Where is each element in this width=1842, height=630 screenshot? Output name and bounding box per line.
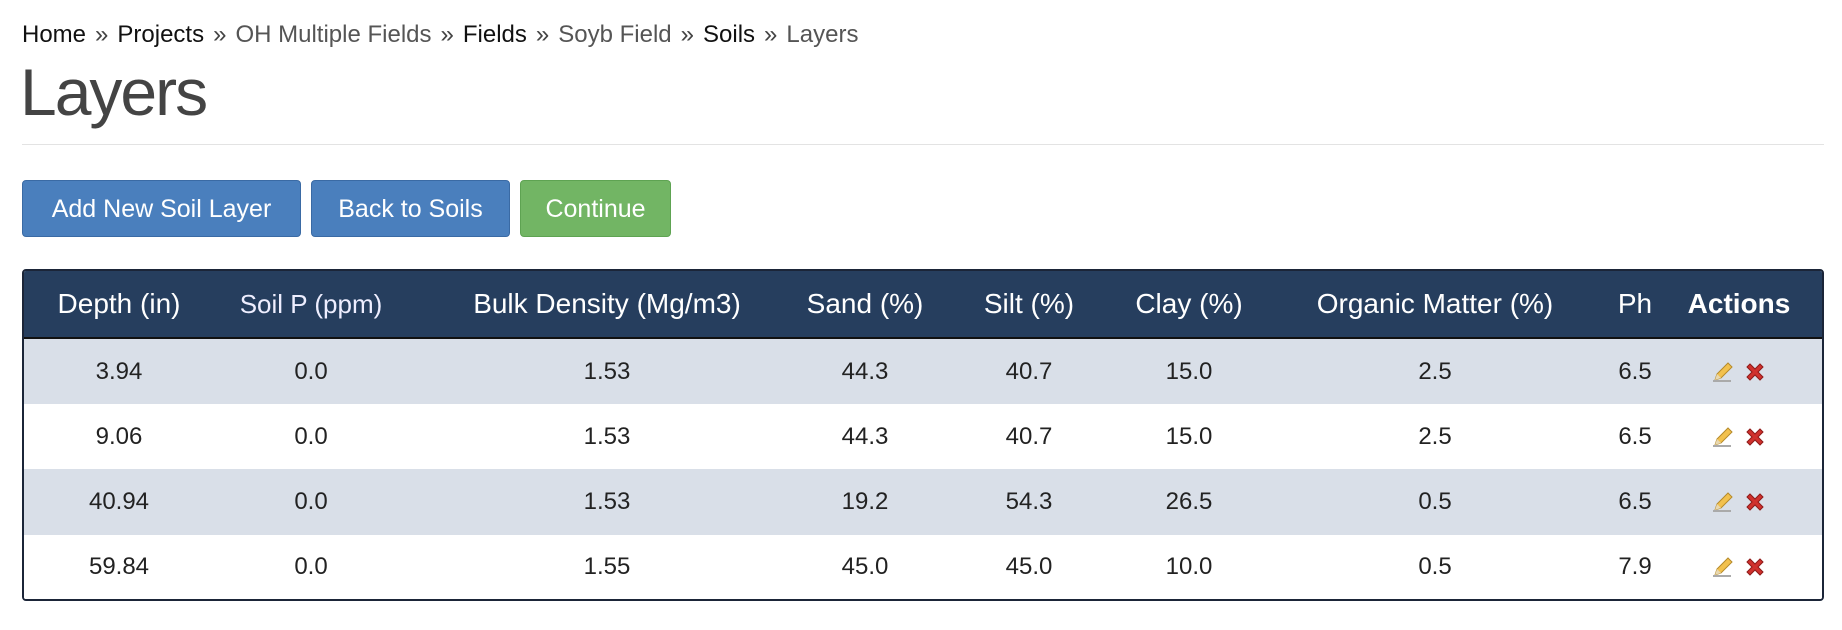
table-cell: 59.84 [88, 553, 150, 580]
column-header: Sand (%) [806, 288, 924, 319]
table-cell: 6.5 [1618, 422, 1652, 450]
row-actions [1674, 404, 1804, 469]
table-row: 9.06 0.0 1.53 44.3 40.7 15.0 2.5 6.5 [24, 404, 1822, 469]
table-cell: 26.5 [1165, 488, 1213, 515]
column-header: Organic Matter (%) [1316, 288, 1554, 319]
breadcrumb-separator: » [213, 21, 227, 48]
table-cell: 0.0 [294, 422, 328, 450]
breadcrumb-separator: » [440, 21, 454, 48]
table-cell: 6.5 [1618, 488, 1652, 515]
delete-icon[interactable] [1743, 555, 1767, 579]
column-header: Ph [1617, 288, 1653, 319]
table-cell: 1.55 [583, 553, 631, 580]
table-cell: 0.0 [294, 553, 328, 580]
table-cell: 1.53 [583, 488, 631, 515]
table-cell: 15.0 [1165, 422, 1213, 450]
breadcrumb-item: Soyb Field [558, 21, 672, 48]
table-cell: 0.5 [1418, 488, 1452, 515]
layers-table: Depth (in) Soil P (ppm) Bulk Density (Mg/m… [22, 269, 1824, 601]
breadcrumb-item[interactable]: Home [22, 21, 87, 48]
breadcrumb-item[interactable]: Fields [462, 21, 527, 48]
table-cell: 3.94 [95, 357, 143, 385]
breadcrumb: Home » Projects » OH Multiple Fields » Fields »… [22, 20, 858, 50]
row-actions [1674, 339, 1804, 404]
breadcrumb-item[interactable]: Soils [703, 21, 756, 48]
table-cell: 2.5 [1418, 357, 1452, 385]
table-cell: 44.3 [841, 422, 889, 450]
table-cell: 6.5 [1618, 357, 1652, 385]
column-header: Clay (%) [1135, 288, 1243, 319]
row-actions [1674, 535, 1804, 599]
table-cell: 2.5 [1418, 422, 1452, 450]
row-actions [1674, 469, 1804, 535]
edit-icon[interactable] [1711, 360, 1735, 384]
table-cell: 0.5 [1418, 553, 1452, 580]
delete-icon[interactable] [1743, 425, 1767, 449]
button[interactable]: Back to Soils [311, 180, 510, 237]
table-cell: 45.0 [1005, 553, 1053, 580]
edit-icon[interactable] [1711, 425, 1735, 449]
button[interactable]: Continue [520, 180, 671, 237]
delete-icon[interactable] [1743, 490, 1767, 514]
column-header: Depth (in) [57, 288, 181, 319]
breadcrumb-item: Layers [786, 21, 859, 48]
breadcrumb-separator: » [535, 21, 550, 48]
table-row: 3.94 0.0 1.53 44.3 40.7 15.0 2.5 6.5 [24, 339, 1822, 404]
table-cell: 40.94 [88, 488, 150, 515]
table-cell: 10.0 [1165, 553, 1213, 580]
column-header: Silt (%) [983, 288, 1075, 319]
column-header: Actions [1687, 288, 1791, 319]
divider [22, 144, 1824, 145]
delete-icon[interactable] [1743, 360, 1767, 384]
table-cell: 0.0 [294, 357, 328, 385]
table-cell: 45.0 [841, 553, 889, 580]
table-cell: 1.53 [583, 422, 631, 450]
table-row: 59.84 0.0 1.55 45.0 45.0 10.0 0.5 7.9 [24, 535, 1822, 599]
table-cell: 54.3 [1005, 488, 1053, 515]
table-cell: 0.0 [294, 488, 328, 515]
table-header: Depth (in) Soil P (ppm) Bulk Density (Mg/m… [24, 271, 1822, 339]
breadcrumb-item[interactable]: Projects [117, 21, 205, 48]
button[interactable]: Add New Soil Layer [22, 180, 301, 237]
page-title: Layers [20, 55, 208, 129]
table-cell: 40.7 [1005, 357, 1053, 385]
breadcrumb-separator: » [95, 21, 109, 48]
table-cell: 7.9 [1618, 553, 1652, 580]
breadcrumb-item: OH Multiple Fields [235, 21, 432, 48]
column-header: Bulk Density (Mg/m3) [473, 288, 741, 319]
table-cell: 1.53 [583, 357, 631, 385]
edit-icon[interactable] [1711, 555, 1735, 579]
breadcrumb-separator: » [764, 21, 778, 48]
table-cell: 19.2 [841, 488, 889, 515]
table-cell: 40.7 [1005, 422, 1053, 450]
table-row: 40.94 0.0 1.53 19.2 54.3 26.5 0.5 6.5 [24, 469, 1822, 535]
edit-icon[interactable] [1711, 490, 1735, 514]
table-cell: 9.06 [95, 422, 143, 450]
breadcrumb-separator: » [680, 21, 695, 48]
column-header: Soil P (ppm) [239, 288, 383, 319]
table-cell: 44.3 [841, 357, 889, 385]
table-cell: 15.0 [1165, 357, 1213, 385]
